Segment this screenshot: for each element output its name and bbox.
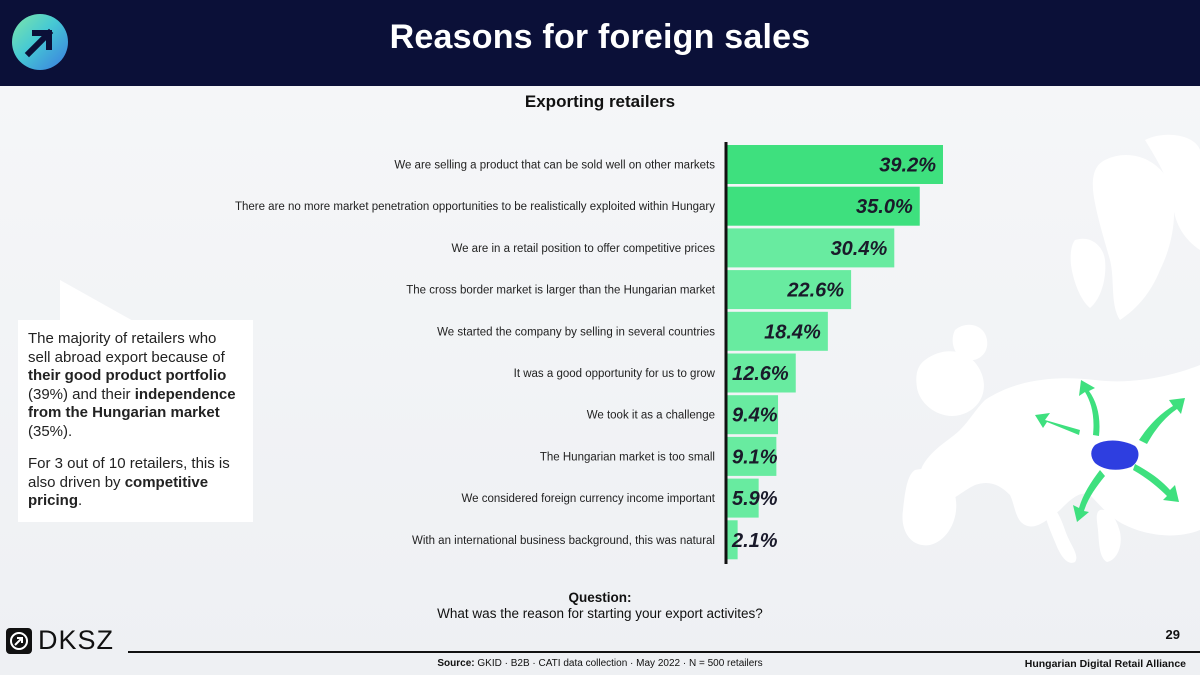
value-label-3: 30.4% xyxy=(831,238,888,260)
category-label-9: We considered foreign currency income im… xyxy=(461,493,715,505)
bar-9 xyxy=(726,478,759,518)
bar-1 xyxy=(726,145,943,184)
category-label-6: It was a good opportunity for us to grow xyxy=(514,368,716,380)
value-label-9: 5.9% xyxy=(732,488,778,510)
category-label-1: We are selling a product that can be sol… xyxy=(394,160,715,172)
footer-divider xyxy=(128,651,1200,653)
value-label-5: 18.4% xyxy=(764,321,821,343)
page-title: Reasons for foreign sales xyxy=(389,18,811,56)
category-label-4: The cross border market is larger than t… xyxy=(406,285,716,297)
footer-source: Source: GKID · B2B · CATI data collectio… xyxy=(437,658,763,669)
dksz-brand-text: DKSZ xyxy=(38,625,115,655)
category-label-3: We are in a retail position to offer com… xyxy=(451,243,715,255)
value-label-10: 2.1% xyxy=(731,530,778,552)
bar-3 xyxy=(726,228,895,268)
category-label-5: We started the company by selling in sev… xyxy=(437,326,715,338)
arrow-logo-icon xyxy=(12,14,68,70)
bar-10 xyxy=(726,520,738,560)
header-bar: Reasons for foreign sales xyxy=(0,0,1200,86)
category-label-8: The Hungarian market is too small xyxy=(540,451,715,463)
question-text: What was the reason for starting your ex… xyxy=(437,606,763,621)
callout-paragraph-1: The majority of retailers who sell abroa… xyxy=(28,330,236,440)
bar-8 xyxy=(726,436,777,476)
bar-6 xyxy=(726,353,796,393)
bar-5 xyxy=(726,311,828,351)
footer-organization: Hungarian Digital Retail Alliance xyxy=(1024,658,1186,670)
callout-paragraph-2: For 3 out of 10 retailers, this is also … xyxy=(28,455,230,509)
bar-4 xyxy=(726,270,852,310)
page-number: 29 xyxy=(1165,627,1180,642)
chart-title: Exporting retailers xyxy=(524,92,676,111)
question-label: Question: xyxy=(568,590,632,605)
category-label-2: There are no more market penetration opp… xyxy=(235,201,715,213)
value-label-7: 9.4% xyxy=(732,405,778,427)
value-label-6: 12.6% xyxy=(732,363,789,385)
value-label-2: 35.0% xyxy=(856,196,913,218)
bar-2 xyxy=(726,186,920,226)
category-label-7: We took it as a challenge xyxy=(587,410,715,422)
europe-map-icon xyxy=(902,134,1200,563)
category-label-10: With an international business backgroun… xyxy=(412,535,715,547)
value-label-1: 39.2% xyxy=(879,155,936,177)
value-label-4: 22.6% xyxy=(786,280,844,302)
callout-tail xyxy=(60,280,135,322)
bar-7 xyxy=(726,395,779,435)
survey-question: Question: What was the reason for starti… xyxy=(0,590,1200,622)
dksz-logo-icon xyxy=(6,628,32,654)
insight-callout: The majority of retailers who sell abroa… xyxy=(18,320,253,522)
value-label-8: 9.1% xyxy=(732,446,778,468)
